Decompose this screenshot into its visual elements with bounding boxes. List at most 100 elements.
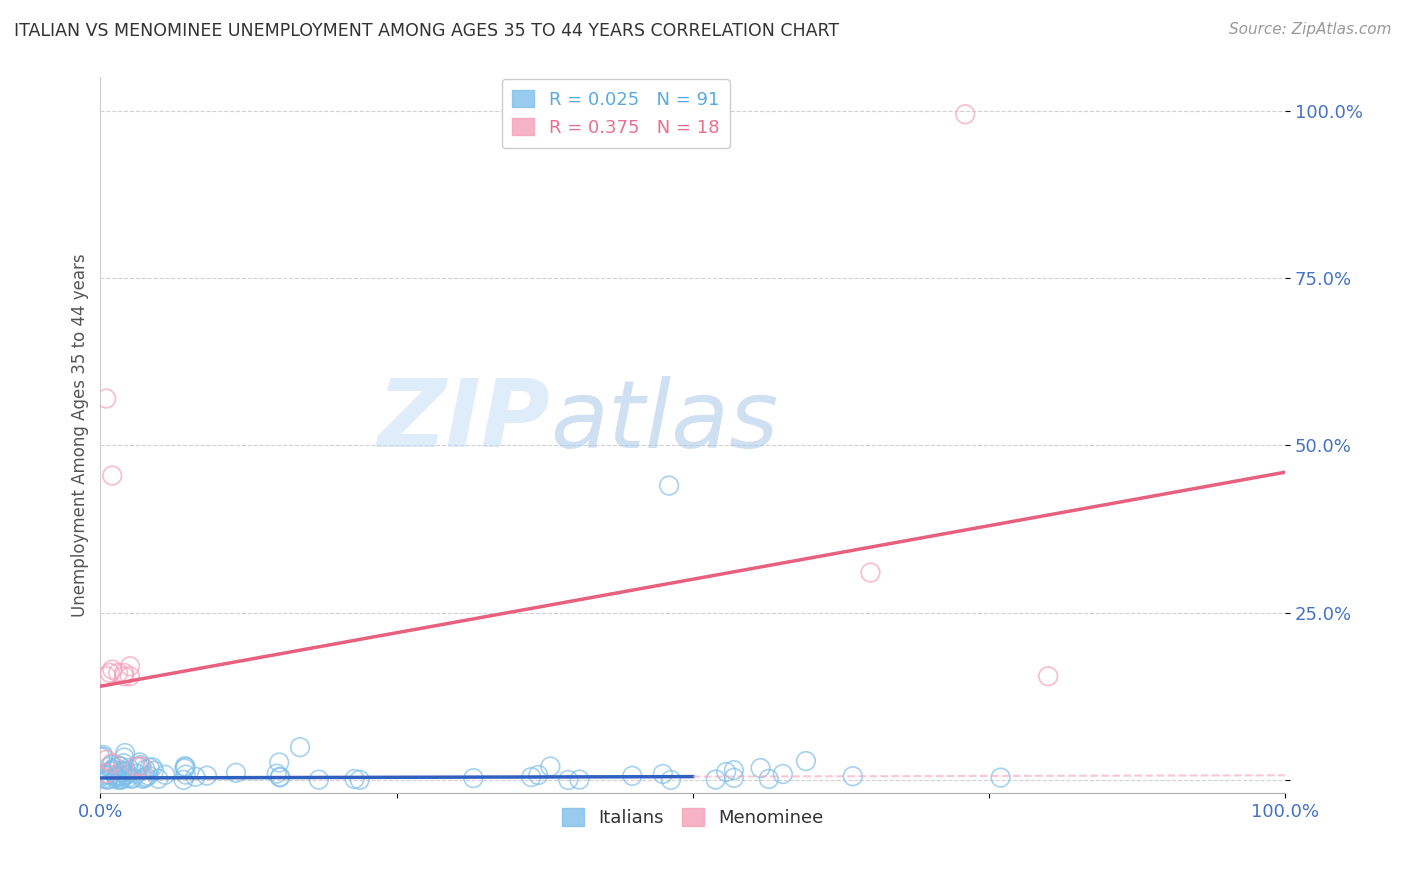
Point [195, 769, 218, 783]
Point [96, 772, 118, 787]
Point [225, 765, 247, 780]
Point [134, 771, 156, 785]
Point [93, 772, 115, 786]
Point [105, 770, 128, 784]
Point [990, 771, 1012, 785]
Point [174, 767, 197, 781]
Point [105, 772, 128, 787]
Point [103, 763, 125, 777]
Point [704, 772, 727, 787]
Point [111, 764, 134, 778]
Point [749, 761, 772, 775]
Point [134, 763, 156, 777]
Point [269, 770, 291, 784]
Point [110, 772, 132, 787]
Point [108, 759, 131, 773]
Point [97, 772, 120, 786]
Point [117, 761, 139, 775]
Point [125, 759, 148, 773]
Point [91, 768, 114, 782]
Point [108, 772, 131, 787]
Y-axis label: Unemployment Among Ages 35 to 44 years: Unemployment Among Ages 35 to 44 years [72, 253, 89, 617]
Point [114, 768, 136, 782]
Point [955, 107, 977, 121]
Point [115, 768, 138, 782]
Point [343, 772, 366, 786]
Point [96, 669, 118, 683]
Point [105, 768, 128, 782]
Point [127, 759, 149, 773]
Point [111, 770, 134, 784]
Point [101, 468, 124, 483]
Text: atlas: atlas [551, 376, 779, 467]
Point [148, 772, 170, 786]
Point [308, 772, 330, 787]
Point [122, 772, 145, 786]
Point [100, 757, 122, 772]
Point [120, 772, 142, 786]
Point [859, 566, 882, 580]
Point [723, 763, 745, 777]
Point [131, 759, 153, 773]
Point [101, 764, 124, 779]
Point [98, 768, 121, 782]
Point [118, 659, 141, 673]
Point [105, 770, 128, 784]
Point [520, 770, 543, 784]
Point [96, 766, 118, 780]
Point [101, 756, 124, 771]
Point [568, 772, 591, 787]
Point [125, 766, 148, 780]
Point [723, 771, 745, 785]
Point [349, 772, 371, 787]
Point [97, 760, 120, 774]
Point [90, 770, 112, 784]
Legend: Italians, Menominee: Italians, Menominee [555, 801, 831, 834]
Point [104, 769, 127, 783]
Point [89, 750, 111, 764]
Point [115, 764, 138, 779]
Point [91, 749, 114, 764]
Point [288, 740, 311, 755]
Point [111, 765, 134, 780]
Point [141, 760, 163, 774]
Point [463, 771, 485, 785]
Point [173, 772, 195, 787]
Point [112, 750, 135, 764]
Point [115, 765, 138, 780]
Point [94, 767, 117, 781]
Point [117, 771, 139, 785]
Point [651, 767, 673, 781]
Text: Source: ZipAtlas.com: Source: ZipAtlas.com [1229, 22, 1392, 37]
Point [112, 669, 135, 683]
Point [842, 769, 865, 783]
Point [266, 766, 288, 780]
Point [173, 762, 195, 776]
Point [143, 764, 166, 778]
Point [118, 669, 141, 683]
Point [96, 392, 118, 406]
Point [772, 767, 794, 781]
Point [107, 665, 129, 680]
Point [98, 665, 121, 680]
Point [174, 760, 197, 774]
Point [101, 762, 124, 776]
Point [621, 769, 644, 783]
Point [138, 768, 160, 782]
Point [173, 759, 195, 773]
Point [101, 663, 124, 677]
Point [114, 746, 136, 760]
Point [108, 759, 131, 773]
Point [112, 756, 135, 771]
Point [557, 772, 579, 787]
Point [758, 772, 780, 786]
Point [112, 665, 135, 680]
Point [108, 768, 131, 782]
Point [96, 753, 118, 767]
Point [269, 770, 291, 784]
Point [527, 768, 550, 782]
Point [128, 756, 150, 770]
Point [714, 764, 737, 779]
Text: ITALIAN VS MENOMINEE UNEMPLOYMENT AMONG AGES 35 TO 44 YEARS CORRELATION CHART: ITALIAN VS MENOMINEE UNEMPLOYMENT AMONG … [14, 22, 839, 40]
Point [138, 761, 160, 775]
